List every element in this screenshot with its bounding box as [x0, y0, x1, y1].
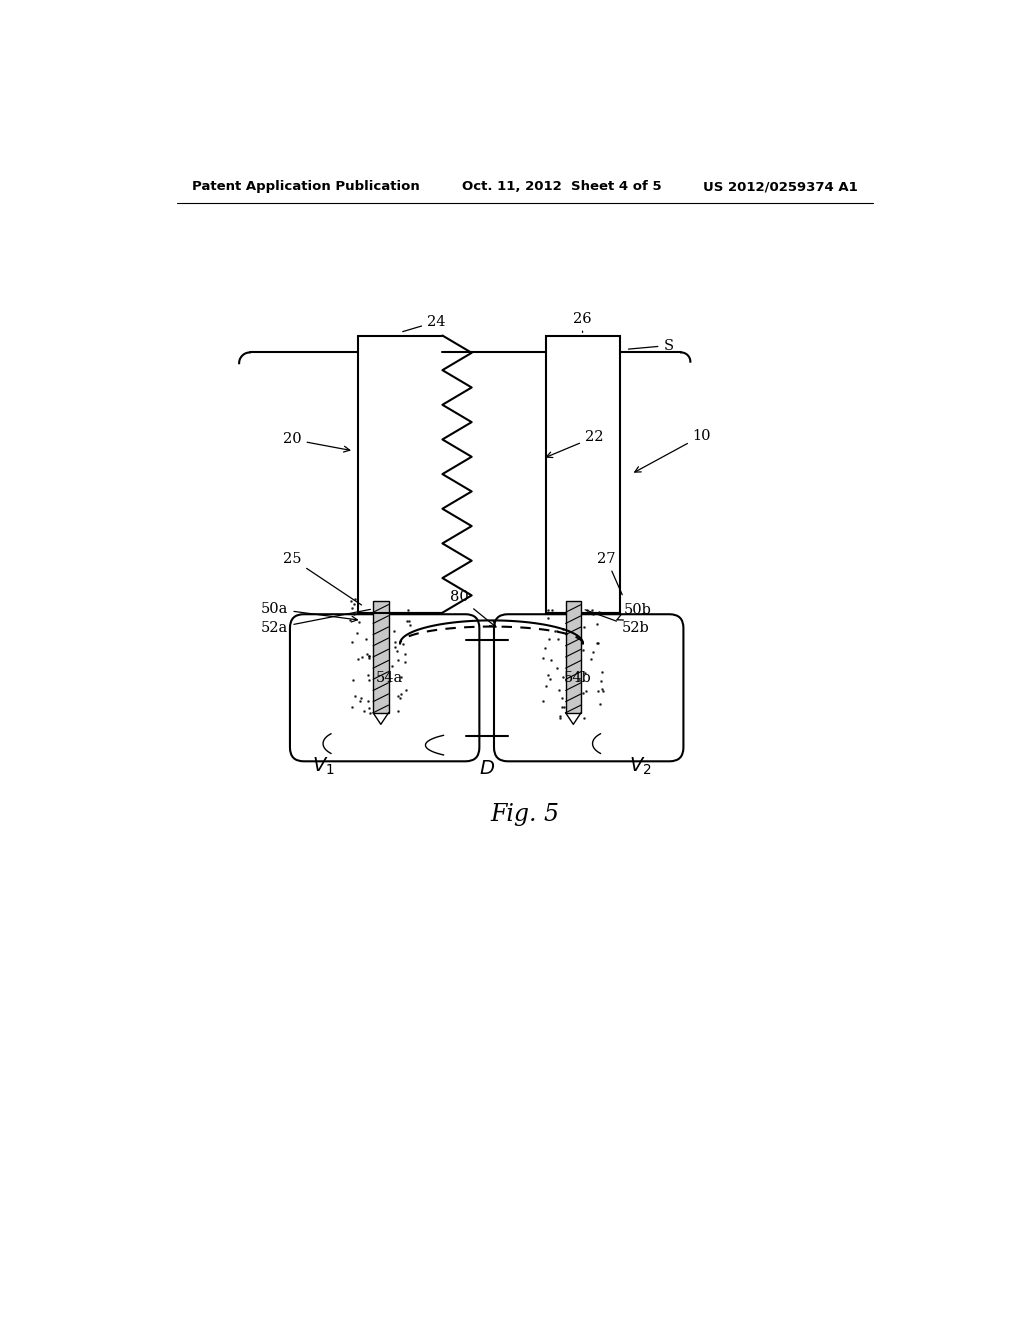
Text: 27: 27: [597, 552, 623, 595]
Text: 50a: 50a: [261, 602, 357, 622]
Text: 80: 80: [451, 590, 496, 627]
Text: $\mathit{V_1}$: $\mathit{V_1}$: [311, 756, 335, 777]
Text: 54a: 54a: [376, 671, 402, 685]
Text: S: S: [629, 338, 674, 352]
Text: 52b: 52b: [585, 610, 649, 635]
Text: Patent Application Publication: Patent Application Publication: [193, 181, 420, 194]
Text: 50b: 50b: [616, 603, 651, 620]
Bar: [547, 335, 620, 612]
Bar: [565, 601, 581, 713]
Text: $\mathit{V_2}$: $\mathit{V_2}$: [629, 756, 651, 777]
FancyBboxPatch shape: [494, 614, 683, 762]
Text: 22: 22: [547, 430, 603, 458]
FancyBboxPatch shape: [290, 614, 479, 762]
Bar: [357, 612, 442, 628]
Text: US 2012/0259374 A1: US 2012/0259374 A1: [702, 181, 857, 194]
Text: Oct. 11, 2012  Sheet 4 of 5: Oct. 11, 2012 Sheet 4 of 5: [462, 181, 662, 194]
Text: Fig. 5: Fig. 5: [490, 803, 559, 826]
Text: 25: 25: [283, 552, 361, 605]
Bar: [373, 601, 388, 713]
Text: 24: 24: [402, 314, 445, 331]
Bar: [547, 612, 620, 628]
Text: 54b: 54b: [563, 671, 591, 685]
Text: 52a: 52a: [261, 610, 371, 635]
Text: 10: 10: [635, 429, 711, 473]
Text: 26: 26: [573, 312, 592, 333]
Text: $\mathit{D}$: $\mathit{D}$: [479, 760, 496, 777]
Text: 20: 20: [283, 433, 350, 451]
